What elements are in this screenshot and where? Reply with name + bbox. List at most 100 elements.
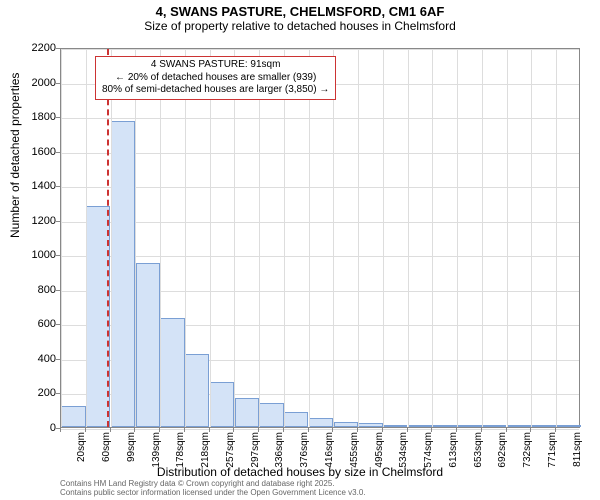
gridline-v xyxy=(556,49,557,427)
ytick-mark xyxy=(56,152,60,153)
xtick-mark xyxy=(481,428,482,432)
annotation-line: ← 20% of detached houses are smaller (93… xyxy=(102,72,329,85)
xtick-mark xyxy=(332,428,333,432)
histogram-bar xyxy=(235,398,259,427)
gridline-v xyxy=(160,49,161,427)
xtick-mark xyxy=(308,428,309,432)
ytick-mark xyxy=(56,324,60,325)
chart-subtitle: Size of property relative to detached ho… xyxy=(0,19,600,35)
xtick-mark xyxy=(209,428,210,432)
histogram-bar xyxy=(482,425,506,427)
histogram-bar xyxy=(210,382,234,427)
ytick-label: 600 xyxy=(16,318,56,330)
histogram-bar xyxy=(457,425,481,427)
xtick-mark xyxy=(134,428,135,432)
xtick-label: 416sqm xyxy=(324,432,335,468)
xtick-label: 574sqm xyxy=(423,432,434,468)
gridline-v xyxy=(507,49,508,427)
xtick-label: 771sqm xyxy=(547,432,558,468)
xtick-label: 297sqm xyxy=(250,432,261,468)
xtick-mark xyxy=(110,428,111,432)
xtick-mark xyxy=(60,428,61,432)
ytick-mark xyxy=(56,359,60,360)
chart-plot-area xyxy=(60,48,580,428)
xtick-label: 257sqm xyxy=(225,432,236,468)
xtick-mark xyxy=(431,428,432,432)
xtick-label: 455sqm xyxy=(349,432,360,468)
histogram-bar xyxy=(284,412,308,427)
ytick-label: 200 xyxy=(16,387,56,399)
ytick-label: 800 xyxy=(16,284,56,296)
gridline-v xyxy=(333,49,334,427)
gridline-v xyxy=(284,49,285,427)
xtick-mark xyxy=(456,428,457,432)
gridline-v xyxy=(185,49,186,427)
ytick-label: 0 xyxy=(16,422,56,434)
ytick-mark xyxy=(56,186,60,187)
histogram-bar xyxy=(334,422,358,427)
xtick-mark xyxy=(407,428,408,432)
gridline-v xyxy=(309,49,310,427)
histogram-bar xyxy=(556,425,580,427)
gridline-v xyxy=(259,49,260,427)
xtick-label: 139sqm xyxy=(151,432,162,468)
ytick-label: 1800 xyxy=(16,111,56,123)
histogram-bar xyxy=(532,425,556,427)
gridline-v xyxy=(111,49,112,427)
gridline-v xyxy=(482,49,483,427)
xtick-mark xyxy=(85,428,86,432)
histogram-bar xyxy=(383,425,407,427)
histogram-bar xyxy=(408,425,432,427)
ytick-mark xyxy=(56,290,60,291)
annotation-line: 80% of semi-detached houses are larger (… xyxy=(102,84,329,97)
gridline-v xyxy=(531,49,532,427)
gridline-v xyxy=(432,49,433,427)
ytick-mark xyxy=(56,255,60,256)
chart-title: 4, SWANS PASTURE, CHELMSFORD, CM1 6AF xyxy=(0,0,600,19)
xtick-label: 336sqm xyxy=(274,432,285,468)
gridline-v xyxy=(358,49,359,427)
histogram-bar xyxy=(259,403,283,427)
gridline-h xyxy=(61,118,579,119)
footer-attribution: Contains HM Land Registry data © Crown c… xyxy=(60,480,366,498)
xtick-mark xyxy=(184,428,185,432)
gridline-v xyxy=(234,49,235,427)
gridline-h xyxy=(61,49,579,50)
xtick-mark xyxy=(258,428,259,432)
ytick-label: 400 xyxy=(16,353,56,365)
xtick-mark xyxy=(555,428,556,432)
xtick-label: 60sqm xyxy=(101,432,112,462)
histogram-bar xyxy=(136,263,160,427)
histogram-bar xyxy=(160,318,184,427)
xtick-mark xyxy=(159,428,160,432)
histogram-bar xyxy=(185,354,209,427)
gridline-h xyxy=(61,222,579,223)
xtick-label: 376sqm xyxy=(299,432,310,468)
gridline-h xyxy=(61,429,579,430)
histogram-bar xyxy=(433,425,457,427)
histogram-bar xyxy=(358,423,382,427)
reference-line xyxy=(107,49,109,427)
histogram-bar xyxy=(507,425,531,427)
gridline-v xyxy=(135,49,136,427)
xtick-label: 218sqm xyxy=(200,432,211,468)
ytick-label: 1400 xyxy=(16,180,56,192)
xtick-mark xyxy=(530,428,531,432)
xtick-mark xyxy=(506,428,507,432)
ytick-label: 1000 xyxy=(16,249,56,261)
gridline-v xyxy=(383,49,384,427)
xtick-label: 613sqm xyxy=(448,432,459,468)
footer-line-2: Contains public sector information licen… xyxy=(60,489,366,498)
xtick-mark xyxy=(357,428,358,432)
xtick-label: 20sqm xyxy=(76,432,87,462)
gridline-h xyxy=(61,153,579,154)
xtick-label: 99sqm xyxy=(126,432,137,462)
gridline-v xyxy=(408,49,409,427)
xtick-label: 495sqm xyxy=(374,432,385,468)
ytick-label: 2200 xyxy=(16,42,56,54)
gridline-v xyxy=(457,49,458,427)
annotation-line: 4 SWANS PASTURE: 91sqm xyxy=(102,59,329,72)
ytick-mark xyxy=(56,221,60,222)
xtick-mark xyxy=(283,428,284,432)
ytick-mark xyxy=(56,83,60,84)
